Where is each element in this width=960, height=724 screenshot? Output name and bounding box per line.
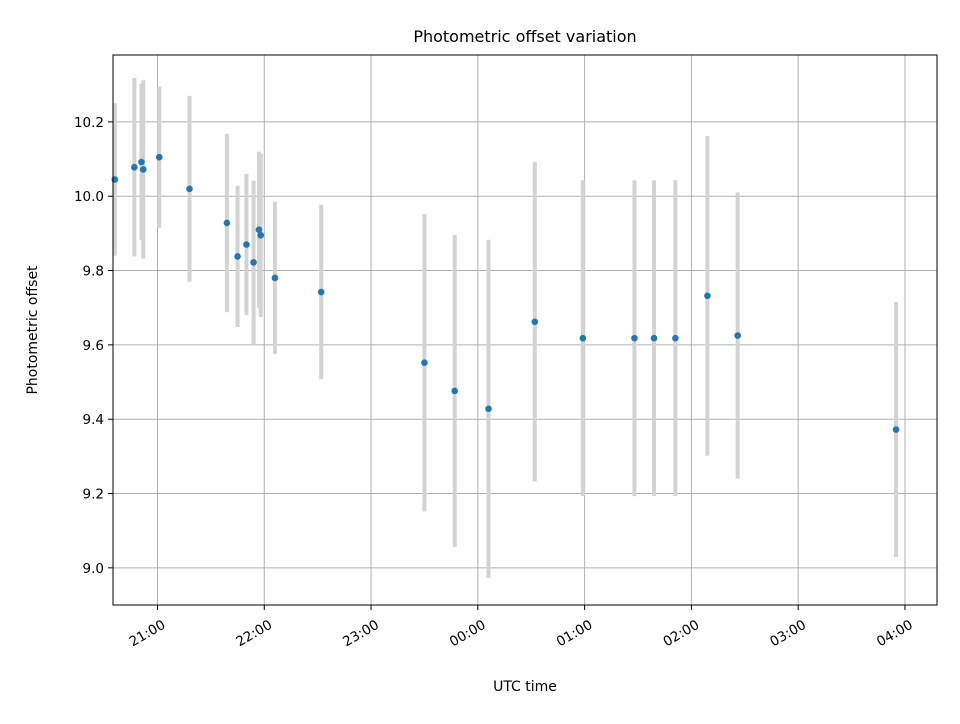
chart-title: Photometric offset variation xyxy=(413,27,636,46)
plot-frame xyxy=(112,54,938,606)
data-point xyxy=(257,231,265,239)
y-tick-label: 9.8 xyxy=(83,264,104,280)
data-point xyxy=(892,426,900,433)
data-point xyxy=(631,334,638,342)
y-tick-label: 9.4 xyxy=(83,412,104,428)
data-point xyxy=(485,405,492,413)
data-point xyxy=(111,176,119,183)
data-point xyxy=(255,226,263,233)
y-tick-label: 10.0 xyxy=(74,189,104,205)
data-point xyxy=(250,259,257,266)
x-axis-label: UTC time xyxy=(493,679,557,695)
data-point xyxy=(243,241,250,248)
data-point xyxy=(579,334,587,342)
data-points xyxy=(111,153,900,433)
y-tick-label: 9.2 xyxy=(83,487,104,503)
data-point xyxy=(234,253,241,260)
data-point xyxy=(734,332,741,339)
y-tick-label: 9.0 xyxy=(83,561,104,577)
data-point xyxy=(223,219,231,227)
data-point xyxy=(317,288,325,296)
data-point xyxy=(139,166,147,173)
y-axis-label: Photometric offset xyxy=(25,265,41,395)
data-point xyxy=(131,163,138,171)
data-point xyxy=(704,292,711,300)
data-point xyxy=(155,153,163,161)
data-point xyxy=(271,274,279,282)
data-point xyxy=(451,387,459,395)
data-point xyxy=(650,334,658,342)
data-point xyxy=(186,185,193,193)
data-point xyxy=(421,359,428,367)
y-tick-label: 10.2 xyxy=(74,115,104,131)
data-point xyxy=(531,318,539,326)
data-point xyxy=(672,334,679,342)
data-point xyxy=(138,158,145,166)
y-tick-label: 9.6 xyxy=(83,338,104,354)
